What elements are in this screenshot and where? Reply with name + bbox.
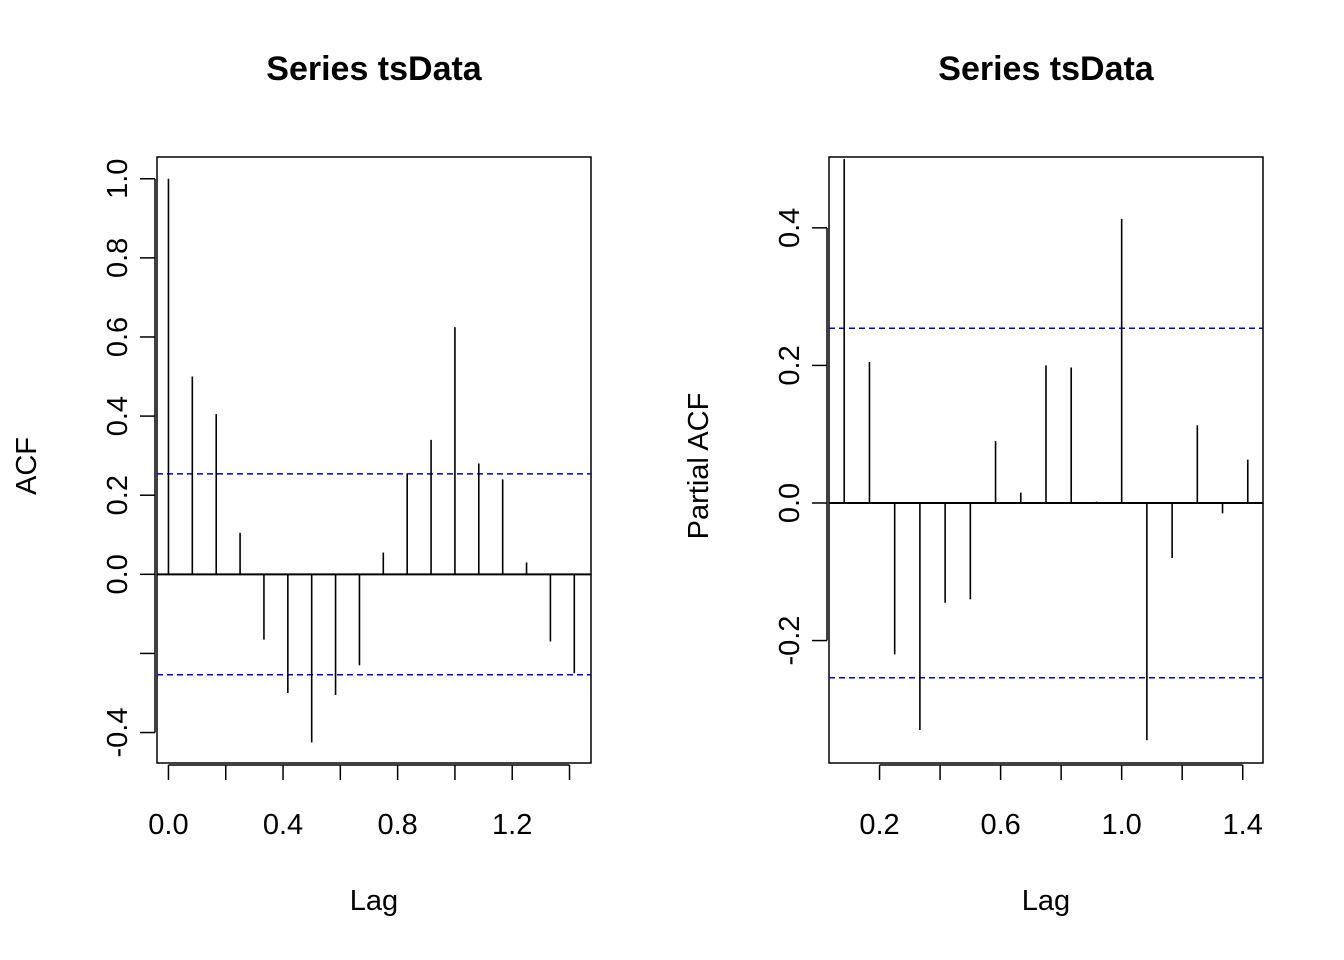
pacf-y-tick-label: 0.0 (774, 483, 806, 523)
pacf-panel: Series tsData Lag Partial ACF 0.2 0.6 1.0 1… (683, 50, 1264, 917)
acf-x-tick-label: 0.4 (263, 809, 303, 841)
pacf-y-axis-label: Partial ACF (683, 393, 715, 540)
acf-title: Series tsData (266, 50, 483, 88)
pacf-y-tick-label: -0.2 (774, 616, 806, 666)
acf-y-tick-label: 0.2 (102, 475, 134, 515)
pacf-x-tick-label: 1.4 (1223, 809, 1263, 841)
acf-y-tick-label: -0.4 (102, 708, 134, 758)
acf-x-axis-label: Lag (350, 885, 398, 917)
acf-y-tick-label: 0.4 (102, 396, 134, 436)
pacf-x-tick-label: 1.0 (1101, 809, 1141, 841)
pacf-title: Series tsData (938, 50, 1155, 88)
pacf-plot-frame (828, 156, 1264, 764)
pacf-y-tick-label: 0.4 (774, 208, 806, 248)
acf-panel: Series tsData Lag ACF 0.0 0.4 0.8 1.2 -0.4 0.… (11, 50, 592, 917)
acf-x-tick-label: 1.2 (492, 809, 532, 841)
pacf-x-axis-label: Lag (1022, 885, 1070, 917)
acf-y-tick-label: 0.6 (102, 317, 134, 357)
acf-x-tick-label: 0.8 (377, 809, 417, 841)
acf-y-tick-label: 0.8 (102, 238, 134, 278)
acf-plot-frame (156, 156, 592, 764)
acf-y-tick-label: 0.0 (102, 554, 134, 594)
acf-y-axis-label: ACF (11, 437, 43, 495)
pacf-x-tick-label: 0.2 (859, 809, 899, 841)
acf-x-tick-label: 0.0 (148, 809, 188, 841)
pacf-x-tick-label: 0.6 (980, 809, 1020, 841)
acf-y-tick-label: 1.0 (102, 159, 134, 199)
pacf-y-tick-label: 0.2 (774, 345, 806, 385)
